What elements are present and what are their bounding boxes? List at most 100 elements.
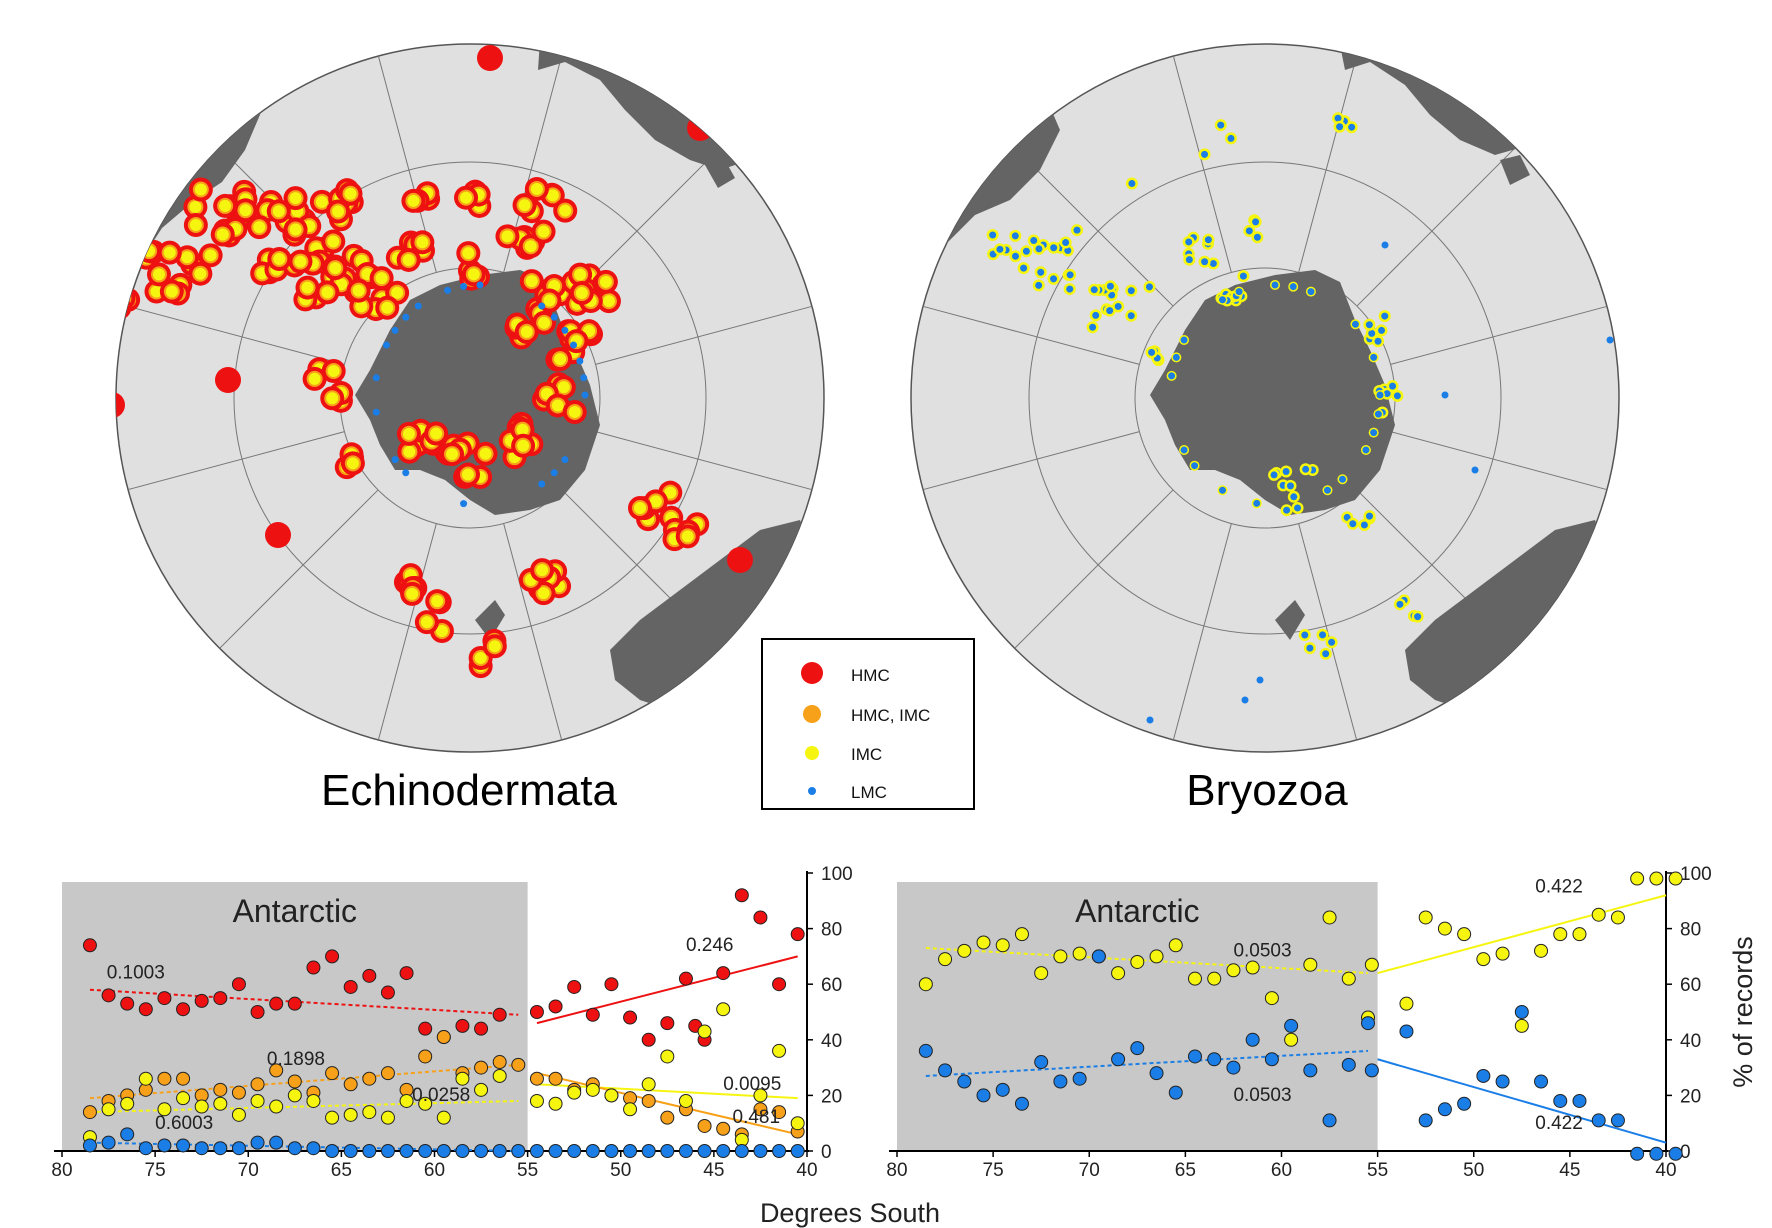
occurrence-point bbox=[460, 500, 468, 508]
occurrence-point bbox=[102, 300, 114, 312]
occurrence-point bbox=[1114, 302, 1122, 310]
occurrence-point bbox=[477, 45, 503, 71]
occurrence-point bbox=[407, 194, 420, 207]
data-point-hmc bbox=[567, 979, 582, 994]
graticule-meridian bbox=[595, 431, 818, 492]
data-point-hmc bbox=[287, 996, 302, 1011]
occurrence-point bbox=[537, 587, 550, 600]
occurrence-point bbox=[1191, 462, 1199, 470]
occurrence-point bbox=[116, 298, 119, 311]
occurrence-point bbox=[152, 268, 165, 281]
occurrence-point bbox=[570, 341, 578, 349]
data-point-hmc bbox=[455, 1018, 470, 1033]
legend-swatch-hmc bbox=[801, 662, 823, 684]
x-tick-label: 50 bbox=[610, 1160, 631, 1181]
data-point-hmc bbox=[585, 1007, 600, 1022]
y-tick-label: 20 bbox=[1680, 1086, 1701, 1107]
data-point-imc bbox=[1264, 991, 1279, 1006]
data-point-hmc bbox=[678, 971, 693, 986]
occurrence-point bbox=[524, 240, 537, 253]
occurrence-point bbox=[467, 268, 480, 281]
data-point-lmc bbox=[938, 1063, 953, 1078]
data-point-imc bbox=[1034, 966, 1049, 981]
data-point-imc bbox=[1399, 996, 1414, 1011]
trendline-imc bbox=[1377, 894, 1667, 975]
occurrence-point bbox=[1471, 466, 1479, 474]
r-squared-annotation: 0.6003 bbox=[155, 1113, 213, 1134]
occurrence-point bbox=[1336, 123, 1344, 131]
data-point-imc bbox=[529, 1093, 544, 1108]
data-point-imc bbox=[995, 938, 1010, 953]
data-point-lmc bbox=[1149, 1066, 1164, 1081]
x-tick-label: 70 bbox=[1079, 1160, 1100, 1181]
occurrence-point bbox=[346, 457, 359, 470]
occurrence-point bbox=[488, 640, 501, 653]
y-tick-label: 100 bbox=[821, 864, 853, 885]
data-point-imc bbox=[641, 1077, 656, 1092]
legend-label: LMC bbox=[851, 783, 887, 802]
occurrence-point bbox=[1146, 716, 1154, 724]
data-point-lmc bbox=[287, 1141, 302, 1156]
occurrence-point bbox=[1381, 312, 1389, 320]
data-point-hmc bbox=[641, 1032, 656, 1047]
data-point-lmc bbox=[623, 1144, 638, 1158]
occurrence-point bbox=[476, 281, 484, 289]
data-point-imc bbox=[772, 1043, 787, 1058]
data-point-hmc_imc bbox=[641, 1093, 656, 1108]
data-point-imc bbox=[1457, 927, 1472, 942]
occurrence-point bbox=[1270, 471, 1278, 479]
occurrence-point bbox=[1370, 353, 1378, 361]
occurrence-point bbox=[989, 231, 997, 239]
data-point-lmc bbox=[1072, 1071, 1087, 1086]
occurrence-point bbox=[1334, 114, 1342, 122]
x-tick-label: 70 bbox=[238, 1160, 259, 1181]
data-point-hmc_imc bbox=[697, 1118, 712, 1133]
occurrence-point bbox=[525, 275, 538, 288]
occurrence-point bbox=[272, 205, 285, 218]
occurrence-point bbox=[1201, 258, 1209, 266]
data-point-hmc bbox=[604, 977, 619, 992]
data-point-imc bbox=[1322, 910, 1337, 925]
occurrence-point bbox=[557, 381, 570, 394]
occurrence-point bbox=[1030, 237, 1038, 245]
graticule-meridian bbox=[122, 431, 345, 492]
data-point-imc bbox=[1649, 871, 1664, 886]
occurrence-point bbox=[116, 392, 125, 418]
occurrence-point bbox=[403, 445, 416, 458]
data-point-imc bbox=[1149, 949, 1164, 964]
occurrence-point bbox=[402, 313, 410, 321]
x-tick-label: 60 bbox=[1271, 1160, 1292, 1181]
occurrence-point bbox=[402, 469, 410, 477]
data-point-lmc bbox=[918, 1043, 933, 1058]
occurrence-point bbox=[580, 374, 588, 382]
trendline-hmc_imc bbox=[89, 1063, 519, 1100]
data-point-hmc_imc bbox=[213, 1082, 228, 1097]
data-point-imc bbox=[918, 977, 933, 992]
x-tick-label: 75 bbox=[145, 1160, 166, 1181]
occurrence-point bbox=[381, 301, 394, 314]
occurrence-point bbox=[599, 275, 612, 288]
data-point-lmc bbox=[120, 1127, 135, 1142]
graticule-meridian bbox=[215, 489, 379, 653]
data-point-hmc bbox=[213, 991, 228, 1006]
data-point-imc bbox=[1610, 910, 1625, 925]
occurrence-point bbox=[308, 372, 321, 385]
occurrence-point bbox=[116, 305, 119, 330]
data-point-imc bbox=[957, 943, 972, 958]
legend-item-hmc: HMC bbox=[763, 662, 973, 692]
r-squared-annotation: 0.422 bbox=[1535, 1113, 1583, 1134]
data-point-hmc bbox=[790, 927, 805, 942]
y-tick-label: 60 bbox=[1680, 975, 1701, 996]
data-point-imc bbox=[1053, 949, 1068, 964]
data-point-lmc bbox=[157, 1138, 172, 1153]
data-point-hmc bbox=[250, 1005, 265, 1019]
data-point-lmc bbox=[399, 1144, 414, 1158]
data-point-lmc bbox=[511, 1144, 526, 1158]
data-point-hmc bbox=[623, 1010, 638, 1025]
data-point-imc bbox=[1284, 1032, 1299, 1047]
data-point-lmc bbox=[1284, 1018, 1299, 1033]
data-point-imc bbox=[436, 1110, 451, 1125]
data-point-lmc bbox=[1111, 1052, 1126, 1067]
occurrence-point bbox=[116, 286, 136, 311]
occurrence-point bbox=[518, 199, 531, 212]
